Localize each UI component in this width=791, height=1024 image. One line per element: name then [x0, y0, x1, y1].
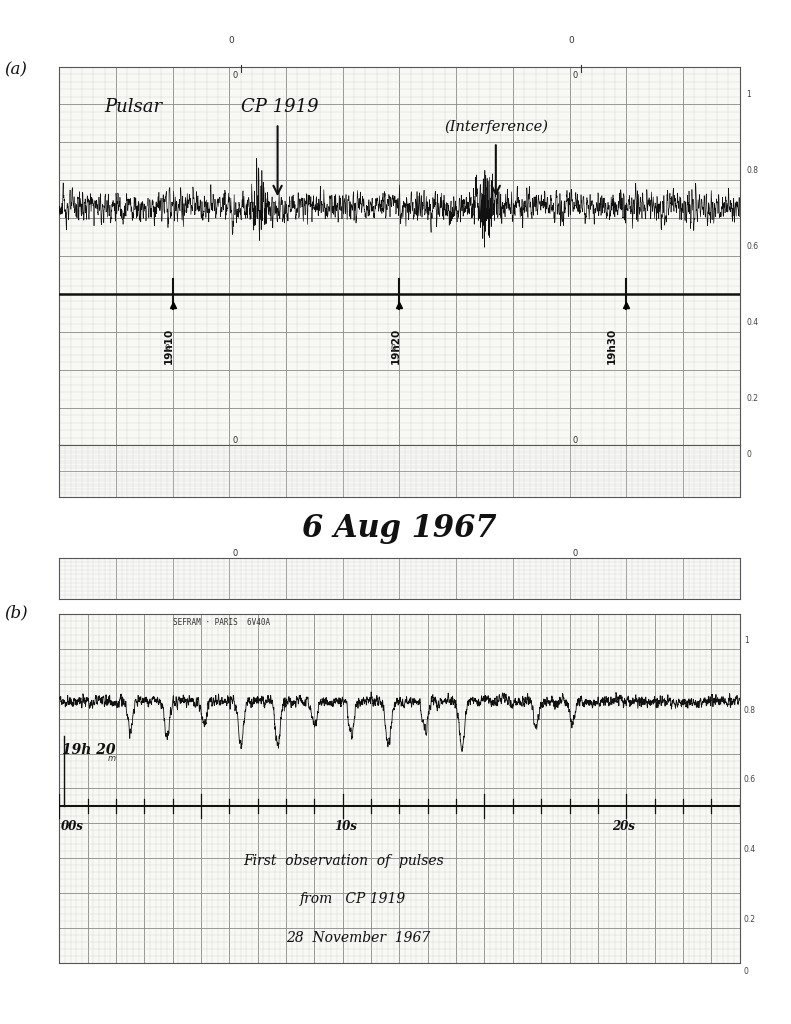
Text: CP 1919: CP 1919 — [240, 98, 318, 116]
Text: 0: 0 — [233, 71, 237, 80]
Text: 0: 0 — [573, 549, 577, 558]
Text: (a): (a) — [4, 61, 27, 79]
Text: m: m — [108, 754, 115, 763]
Text: (b): (b) — [4, 604, 28, 622]
Text: 0.6: 0.6 — [744, 775, 756, 784]
Text: 28  November  1967: 28 November 1967 — [286, 931, 430, 945]
Text: 0.2: 0.2 — [747, 393, 759, 402]
Text: 1: 1 — [747, 90, 751, 99]
Text: 19h20: 19h20 — [391, 328, 401, 365]
Text: from   CP 1919: from CP 1919 — [301, 892, 407, 906]
Text: 0.2: 0.2 — [744, 914, 756, 924]
Text: 19h 20: 19h 20 — [62, 742, 115, 757]
Text: (Interference): (Interference) — [445, 120, 549, 134]
Text: 19h30: 19h30 — [607, 328, 616, 365]
Text: 0: 0 — [233, 549, 237, 558]
Text: 0: 0 — [569, 36, 574, 45]
Text: 00s: 00s — [61, 820, 84, 834]
Text: 0.4: 0.4 — [747, 317, 759, 327]
Text: 0: 0 — [573, 71, 577, 80]
Text: 10s: 10s — [335, 820, 358, 834]
Text: 20s: 20s — [612, 820, 635, 834]
Text: 0: 0 — [747, 451, 751, 460]
Text: 0: 0 — [573, 436, 577, 444]
Text: 19h10: 19h10 — [165, 328, 174, 365]
Text: 0: 0 — [744, 967, 749, 976]
Text: 0: 0 — [391, 344, 396, 352]
Text: 0.8: 0.8 — [747, 166, 759, 175]
Text: 0.4: 0.4 — [744, 845, 756, 854]
Text: 0: 0 — [233, 436, 237, 444]
Text: 0: 0 — [165, 344, 169, 352]
Text: 0.8: 0.8 — [744, 706, 756, 715]
Text: 6 Aug 1967: 6 Aug 1967 — [302, 513, 497, 544]
Text: First  observation  of  pulses: First observation of pulses — [244, 854, 445, 868]
Text: 0: 0 — [229, 36, 234, 45]
Text: SEFRAM · PARIS  6V40A: SEFRAM · PARIS 6V40A — [172, 617, 270, 627]
Text: 0.6: 0.6 — [747, 242, 759, 251]
Text: 1: 1 — [744, 636, 748, 645]
Text: Pulsar: Pulsar — [104, 98, 163, 116]
